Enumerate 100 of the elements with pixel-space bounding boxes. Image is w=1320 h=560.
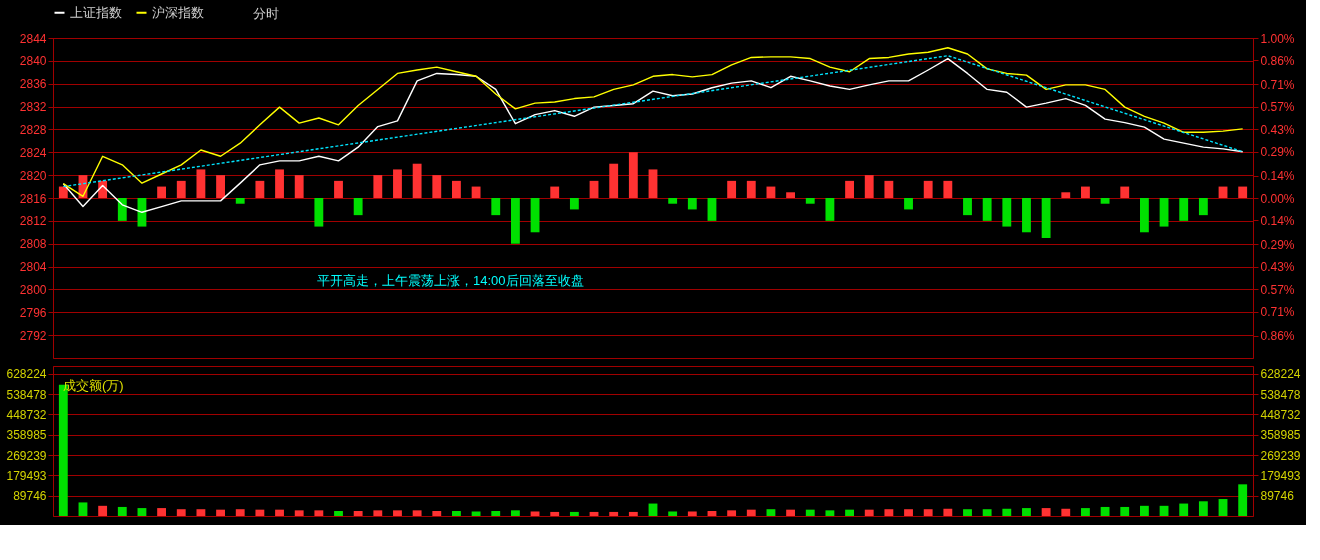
bar	[943, 508, 953, 516]
bar	[1100, 506, 1110, 516]
y-tick-label: 2824	[19, 145, 47, 160]
y-tick-label: 2836	[19, 77, 47, 92]
bar	[471, 186, 481, 198]
bar	[275, 509, 284, 516]
bar	[137, 508, 147, 516]
y2-tick-label: 0.00%	[1260, 191, 1295, 206]
y2-tick-label: 0.29%	[1260, 237, 1295, 252]
bar	[373, 175, 383, 198]
y2-tick-label: 448732	[1260, 407, 1301, 422]
bar	[1120, 186, 1130, 198]
bar	[432, 511, 442, 516]
bar	[687, 198, 697, 210]
bar	[864, 175, 874, 198]
bar	[334, 180, 343, 198]
bar	[1081, 508, 1090, 516]
bar	[1159, 198, 1169, 227]
bar	[491, 198, 501, 216]
bar	[117, 198, 127, 221]
text: 分时	[253, 6, 279, 21]
y2-tick-label: 628224	[1260, 367, 1301, 382]
bar	[923, 509, 933, 516]
bar	[294, 510, 304, 516]
bar	[196, 509, 206, 516]
y2-tick-label: 358985	[1260, 428, 1301, 443]
bar	[255, 180, 265, 198]
bar	[766, 509, 776, 516]
bar	[334, 511, 343, 516]
bar	[569, 511, 579, 516]
y2-tick-label: 538478	[1260, 387, 1301, 402]
bar	[216, 509, 225, 516]
y2-tick-label: 0.57%	[1260, 282, 1295, 297]
y-tick-label: 2832	[19, 100, 47, 115]
y-tick-label: 2816	[19, 191, 47, 206]
bar	[353, 198, 363, 216]
bar	[1218, 499, 1228, 516]
bar	[628, 152, 638, 198]
y2-tick-label: 89746	[1260, 489, 1295, 504]
bar	[628, 511, 638, 516]
bar	[884, 180, 894, 198]
bar	[1100, 198, 1110, 204]
bar	[825, 198, 835, 221]
bar	[609, 511, 619, 516]
bar	[904, 509, 913, 516]
bar	[687, 511, 697, 516]
bar	[805, 198, 815, 204]
bar	[452, 511, 461, 516]
bar	[825, 510, 835, 516]
bar	[176, 180, 186, 198]
bar	[1198, 501, 1208, 516]
bar	[1022, 508, 1031, 516]
y2-tick-label: 0.14%	[1260, 169, 1295, 184]
bar	[727, 180, 737, 198]
bar	[707, 198, 717, 221]
bar	[432, 175, 442, 198]
bar	[1022, 198, 1031, 233]
y-tick-label: 2812	[19, 214, 47, 229]
y-tick-label: 2796	[19, 305, 47, 320]
y-tick-label: 2808	[19, 237, 47, 252]
y-tick-label: 2792	[19, 328, 47, 343]
bar	[452, 180, 461, 198]
y2-tick-label: 0.29%	[1260, 145, 1295, 160]
bar	[294, 175, 304, 198]
bar	[412, 163, 422, 198]
bar	[1238, 484, 1248, 516]
y-tick-label: 538478	[6, 387, 47, 402]
bar	[1061, 508, 1071, 516]
y2-tick-label: 0.86%	[1260, 329, 1295, 344]
legend-label: 沪深指数	[152, 4, 204, 20]
y-tick-label: 2804	[19, 260, 47, 275]
bar	[235, 198, 245, 204]
bar	[216, 175, 225, 198]
bar	[235, 509, 245, 516]
bar	[982, 509, 992, 516]
bar	[117, 506, 127, 516]
y-tick-label: 2844	[19, 31, 47, 46]
bar	[550, 511, 560, 516]
bar	[1179, 198, 1189, 221]
bar	[196, 169, 206, 198]
bar	[786, 192, 796, 198]
bar	[491, 511, 501, 516]
y-tick-label: 2828	[19, 122, 47, 137]
bar	[176, 509, 186, 516]
bar	[412, 510, 422, 516]
bar	[569, 198, 579, 210]
bar	[58, 186, 68, 198]
y-tick-label: 628224	[6, 367, 47, 382]
bar	[746, 509, 756, 516]
y2-tick-label: 0.71%	[1260, 77, 1295, 92]
bar	[648, 169, 658, 198]
bar	[1041, 508, 1051, 516]
text: 成交额(万)	[63, 378, 124, 393]
y-tick-label: 89746	[13, 489, 47, 504]
bar	[1139, 505, 1149, 516]
y2-tick-label: 0.57%	[1260, 100, 1295, 115]
bar	[373, 510, 383, 516]
bar	[943, 180, 953, 198]
bar	[668, 198, 678, 204]
bar	[353, 511, 363, 516]
